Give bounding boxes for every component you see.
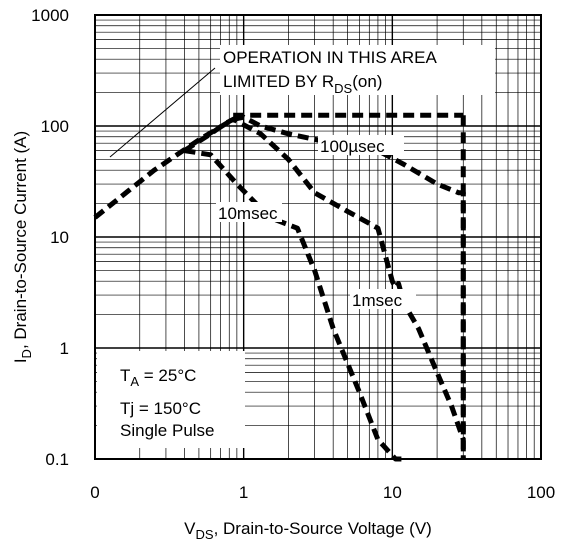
rds-note-line2: LIMITED BY RDS(on)	[223, 72, 382, 96]
annotations: OPERATION IN THIS AREA LIMITED BY RDS(on…	[97, 45, 495, 448]
y-axis-title: ID, Drain-to-Source Current (A)	[11, 131, 34, 363]
series-line-3	[184, 148, 402, 462]
y-tick-label: 10	[50, 228, 69, 247]
x-axis-title: VDS, Drain-to-Source Voltage (V)	[184, 519, 432, 542]
y-tick-label: 0.1	[45, 450, 69, 469]
label-1ms: 1msec	[352, 291, 403, 310]
label-1ms-background	[350, 289, 416, 309]
x-tick-label: 10	[383, 483, 402, 502]
x-tick-label: 0	[90, 483, 99, 502]
label-100us: 100µsec	[320, 137, 385, 156]
y-tick-label: 100	[41, 117, 69, 136]
series-line-2	[183, 116, 466, 441]
plot-frame	[94, 14, 542, 460]
condition-tj: Tj = 150°C	[120, 399, 201, 418]
y-tick-label: 1000	[31, 6, 69, 25]
series-layer	[93, 112, 466, 462]
label-100us-background	[318, 135, 404, 155]
y-tick-label: 1	[60, 339, 69, 358]
x-tick-label: 1	[239, 483, 248, 502]
tick-labels: 0 1 10 100 0.1 1 10 100 1000	[31, 6, 555, 502]
condition-ta: TA = 25°C	[120, 366, 196, 389]
rds-note-background	[220, 45, 495, 95]
rds-limit-leader-line	[109, 67, 216, 158]
label-10ms-background	[216, 202, 282, 222]
label-10ms: 10msec	[218, 204, 278, 223]
rds-note-line1: OPERATION IN THIS AREA	[223, 48, 437, 67]
x-tick-label: 100	[527, 483, 555, 502]
conditions-box	[97, 351, 245, 448]
condition-pulse: Single Pulse	[120, 421, 215, 440]
